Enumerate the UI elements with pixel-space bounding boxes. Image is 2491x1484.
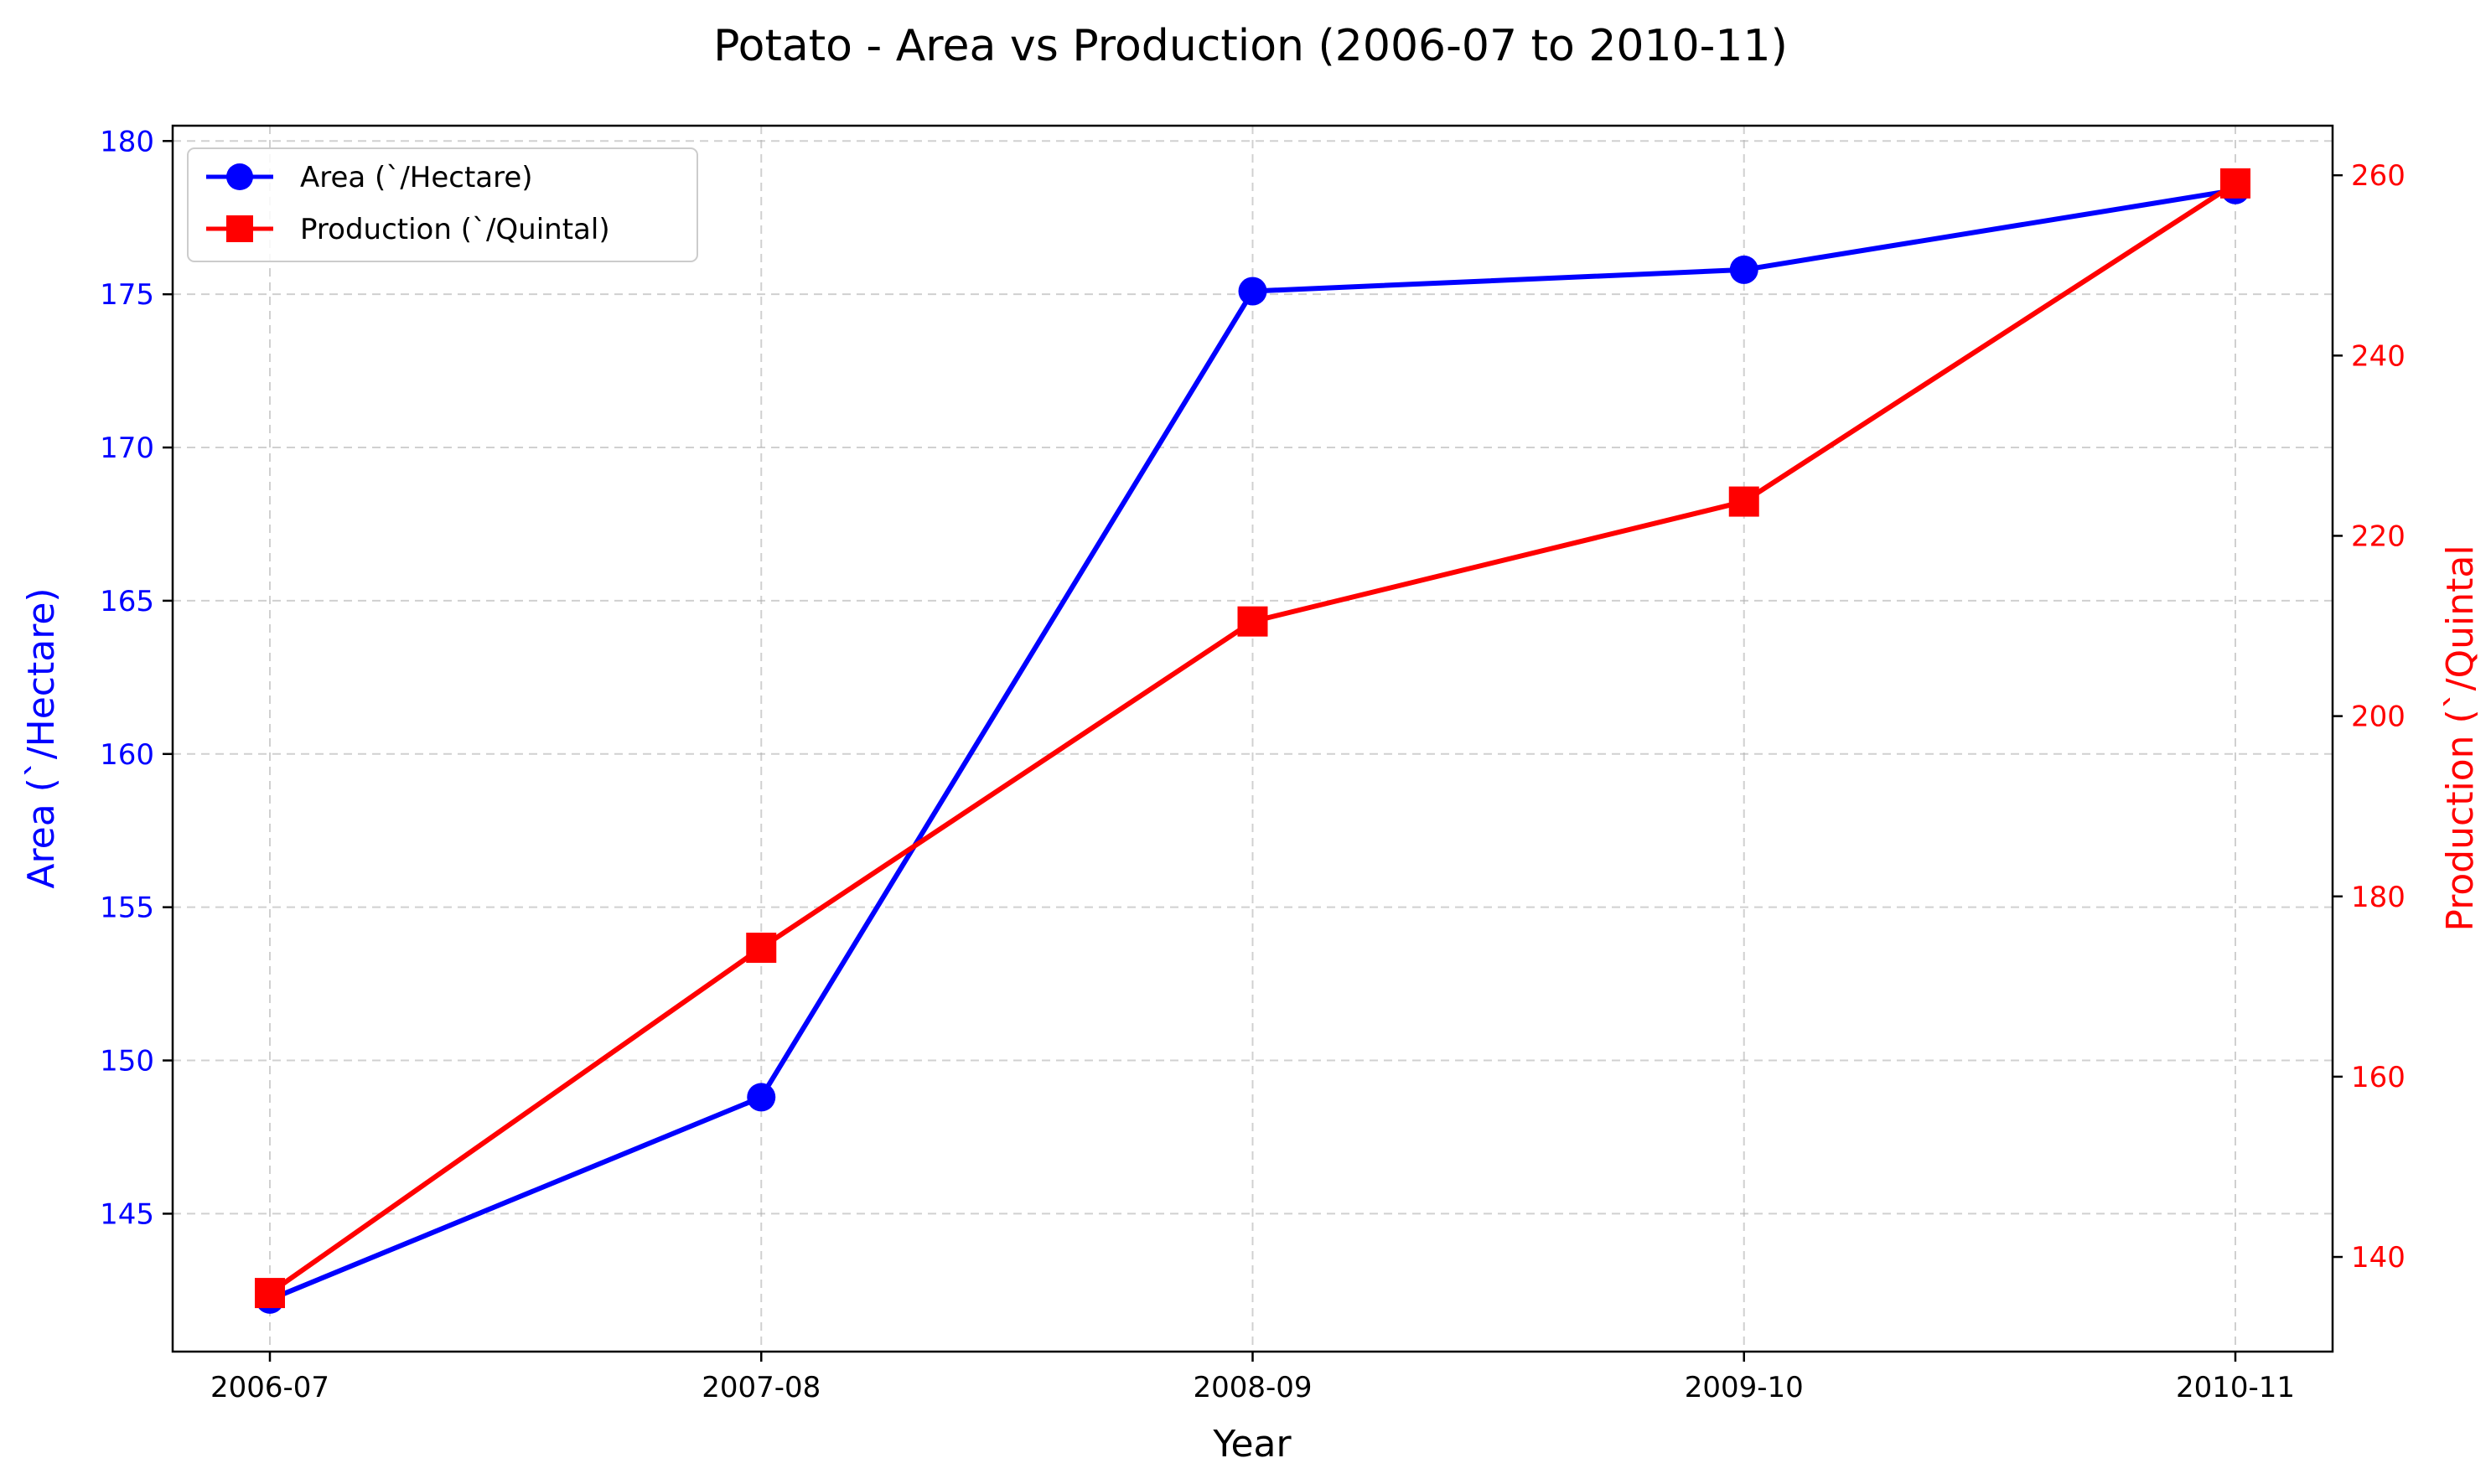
axis-ticks: 2006-07 2007-08 2008-09 2009-10 2010-11 145 15… xyxy=(100,125,2406,1404)
production-data-point xyxy=(1728,486,1759,517)
plot-series xyxy=(255,168,2250,1314)
y-left-tick-label: 175 xyxy=(100,278,154,312)
production-data-point xyxy=(2220,168,2250,199)
production-data-point xyxy=(1237,606,1268,637)
x-tick-label: 2009-10 xyxy=(1685,1371,1804,1404)
legend-production-marker xyxy=(226,215,253,242)
y-right-tick-label: 200 xyxy=(2351,701,2406,734)
y-right-tick-label: 180 xyxy=(2351,881,2406,914)
x-tick-label: 2010-11 xyxy=(2176,1371,2295,1404)
chart-title: Potato - Area vs Production (2006-07 to … xyxy=(713,21,1788,71)
x-tick-label: 2008-09 xyxy=(1193,1371,1312,1404)
y-left-tick-label: 145 xyxy=(100,1197,154,1231)
x-tick-label: 2006-07 xyxy=(210,1371,329,1404)
legend-area-marker xyxy=(226,163,253,190)
area-data-point xyxy=(747,1083,776,1112)
y-right-tick-label: 220 xyxy=(2351,520,2406,553)
y-right-tick-label: 140 xyxy=(2351,1241,2406,1275)
y-right-tick-label: 260 xyxy=(2351,159,2406,193)
y-right-tick-label: 240 xyxy=(2351,339,2406,373)
x-axis-label: Year xyxy=(1212,1423,1292,1466)
legend-production-label: Production (`/Quintal) xyxy=(300,213,610,246)
y-left-tick-label: 150 xyxy=(100,1045,154,1078)
legend-box xyxy=(187,147,698,262)
production-data-point xyxy=(746,933,777,964)
y-left-tick-label: 165 xyxy=(100,585,154,618)
area-data-point xyxy=(1238,277,1267,306)
y-left-tick-label: 155 xyxy=(100,892,154,925)
y-left-tick-label: 180 xyxy=(100,125,154,158)
x-tick-label: 2007-08 xyxy=(702,1371,821,1404)
grid-lines xyxy=(173,126,2333,1352)
production-data-point xyxy=(255,1278,285,1309)
y-axis-right-label: Production (`/Quintal xyxy=(2439,545,2482,931)
y-left-tick-label: 160 xyxy=(100,738,154,772)
y-left-tick-label: 170 xyxy=(100,432,154,465)
y-axis-left-label: Area (`/Hectare) xyxy=(20,587,63,888)
legend: Area (`/Hectare) Production (`/Quintal) xyxy=(187,147,698,262)
legend-area-label: Area (`/Hectare) xyxy=(300,161,533,194)
area-data-point xyxy=(1729,255,1758,284)
y-right-tick-label: 160 xyxy=(2351,1061,2406,1094)
